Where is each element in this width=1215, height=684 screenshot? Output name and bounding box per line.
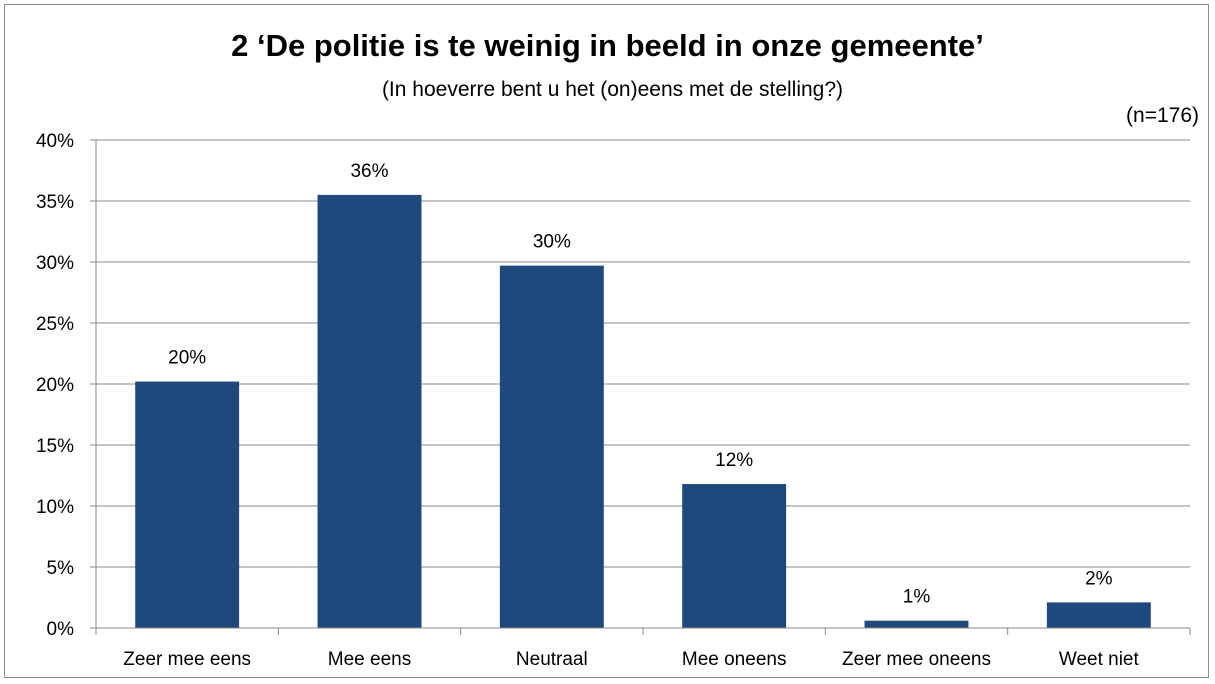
x-tick-label: Zeer mee eens xyxy=(123,649,251,670)
bar xyxy=(864,620,969,628)
y-tick-label: 0% xyxy=(47,619,75,640)
data-label: 1% xyxy=(903,587,931,608)
y-tick-label: 40% xyxy=(36,131,74,152)
y-tick-label: 5% xyxy=(47,558,75,579)
chart-subtitle: (In hoeverre bent u het (on)eens met de … xyxy=(381,78,844,101)
bar xyxy=(135,381,240,628)
x-tick-label: Zeer mee oneens xyxy=(842,649,991,670)
x-tick-label: Weet niet xyxy=(1059,649,1140,670)
bar xyxy=(499,265,604,628)
y-tick-label: 15% xyxy=(36,436,74,457)
chart-title: 2 ‘De politie is te weinig in beeld in o… xyxy=(231,28,984,63)
y-tick-label: 25% xyxy=(36,314,74,335)
sample-size-note: (n=176) xyxy=(1126,104,1199,127)
data-label: 2% xyxy=(1085,568,1113,589)
y-tick-label: 10% xyxy=(36,497,74,518)
x-tick-label: Mee oneens xyxy=(682,649,787,670)
x-tick-label: Neutraal xyxy=(516,649,588,670)
bar xyxy=(317,194,422,628)
bar xyxy=(682,484,787,628)
data-label: 36% xyxy=(350,161,388,182)
data-label: 30% xyxy=(533,232,571,253)
x-tick-label: Mee eens xyxy=(328,649,411,670)
y-tick-label: 35% xyxy=(36,192,74,213)
data-label: 12% xyxy=(715,450,753,471)
bar xyxy=(1046,602,1151,628)
data-label: 20% xyxy=(168,348,206,369)
y-tick-label: 20% xyxy=(36,375,74,396)
y-tick-label: 30% xyxy=(36,253,74,274)
